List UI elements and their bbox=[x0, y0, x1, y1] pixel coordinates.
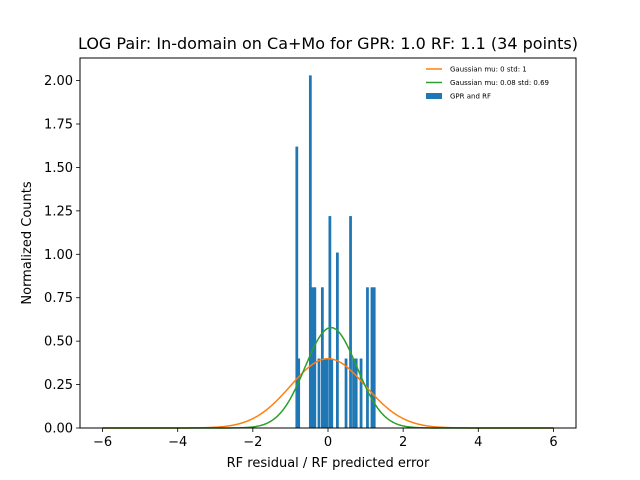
x-tick-label: −4 bbox=[168, 435, 187, 450]
histogram-bar bbox=[352, 358, 355, 428]
y-tick-label: 1.75 bbox=[44, 118, 73, 133]
x-tick-label: 4 bbox=[474, 435, 482, 450]
legend: Gaussian mu: 0 std: 1 Gaussian mu: 0.08 s… bbox=[426, 66, 549, 101]
histogram-bar bbox=[366, 287, 369, 428]
histogram-bar bbox=[372, 287, 376, 428]
histogram-bar bbox=[359, 358, 363, 428]
y-tick-label: 1.50 bbox=[44, 161, 73, 176]
histogram-bar bbox=[344, 358, 348, 428]
histogram-bar bbox=[313, 287, 317, 428]
histogram-bar bbox=[320, 287, 324, 428]
x-axis-label: RF residual / RF predicted error bbox=[227, 456, 430, 471]
x-axis-ticks: −6 −4 −2 0 2 4 6 bbox=[93, 428, 558, 450]
histogram-bar bbox=[308, 75, 312, 428]
histogram-bar bbox=[325, 358, 329, 428]
plot-area: −6 −4 −2 0 2 4 6 0.00 0.25 0.50 0.75 1.00 1.25 1.50 1… bbox=[44, 57, 577, 450]
y-tick-label: 0.00 bbox=[44, 422, 73, 437]
legend-swatch-histogram bbox=[426, 93, 442, 99]
histogram-bars bbox=[295, 75, 376, 428]
x-tick-label: 0 bbox=[324, 435, 332, 450]
histogram-bar bbox=[322, 358, 326, 428]
x-tick-label: 2 bbox=[399, 435, 407, 450]
x-tick-label: −2 bbox=[243, 435, 262, 450]
y-tick-label: 2.00 bbox=[44, 74, 73, 89]
histogram-bar bbox=[370, 287, 374, 428]
histogram-bar bbox=[297, 358, 301, 428]
y-axis-ticks: 0.00 0.25 0.50 0.75 1.00 1.25 1.50 1.75 2.00 bbox=[44, 74, 80, 437]
x-tick-label: 6 bbox=[549, 435, 557, 450]
legend-label-2: Gaussian mu: 0.08 std: 0.69 bbox=[450, 79, 549, 87]
y-tick-label: 0.75 bbox=[44, 291, 73, 306]
x-tick-label: −6 bbox=[93, 435, 112, 450]
legend-label-histogram: GPR and RF bbox=[450, 93, 491, 101]
histogram-bar bbox=[349, 216, 352, 428]
histogram-bar bbox=[310, 287, 314, 428]
y-tick-label: 1.00 bbox=[44, 248, 73, 263]
histogram-bar bbox=[330, 358, 334, 428]
histogram-bar bbox=[317, 358, 321, 428]
chart-title: LOG Pair: In-domain on Ca+Mo for GPR: 1.… bbox=[78, 34, 578, 53]
histogram-bar bbox=[295, 146, 299, 428]
legend-label-1: Gaussian mu: 0 std: 1 bbox=[450, 66, 527, 74]
y-tick-label: 0.25 bbox=[44, 378, 73, 393]
histogram-bar bbox=[336, 252, 339, 428]
y-tick-label: 0.50 bbox=[44, 335, 73, 350]
y-tick-label: 1.25 bbox=[44, 204, 73, 219]
histogram-bar bbox=[354, 358, 358, 428]
y-axis-label: Normalized Counts bbox=[20, 181, 35, 304]
histogram-bar bbox=[328, 216, 332, 428]
